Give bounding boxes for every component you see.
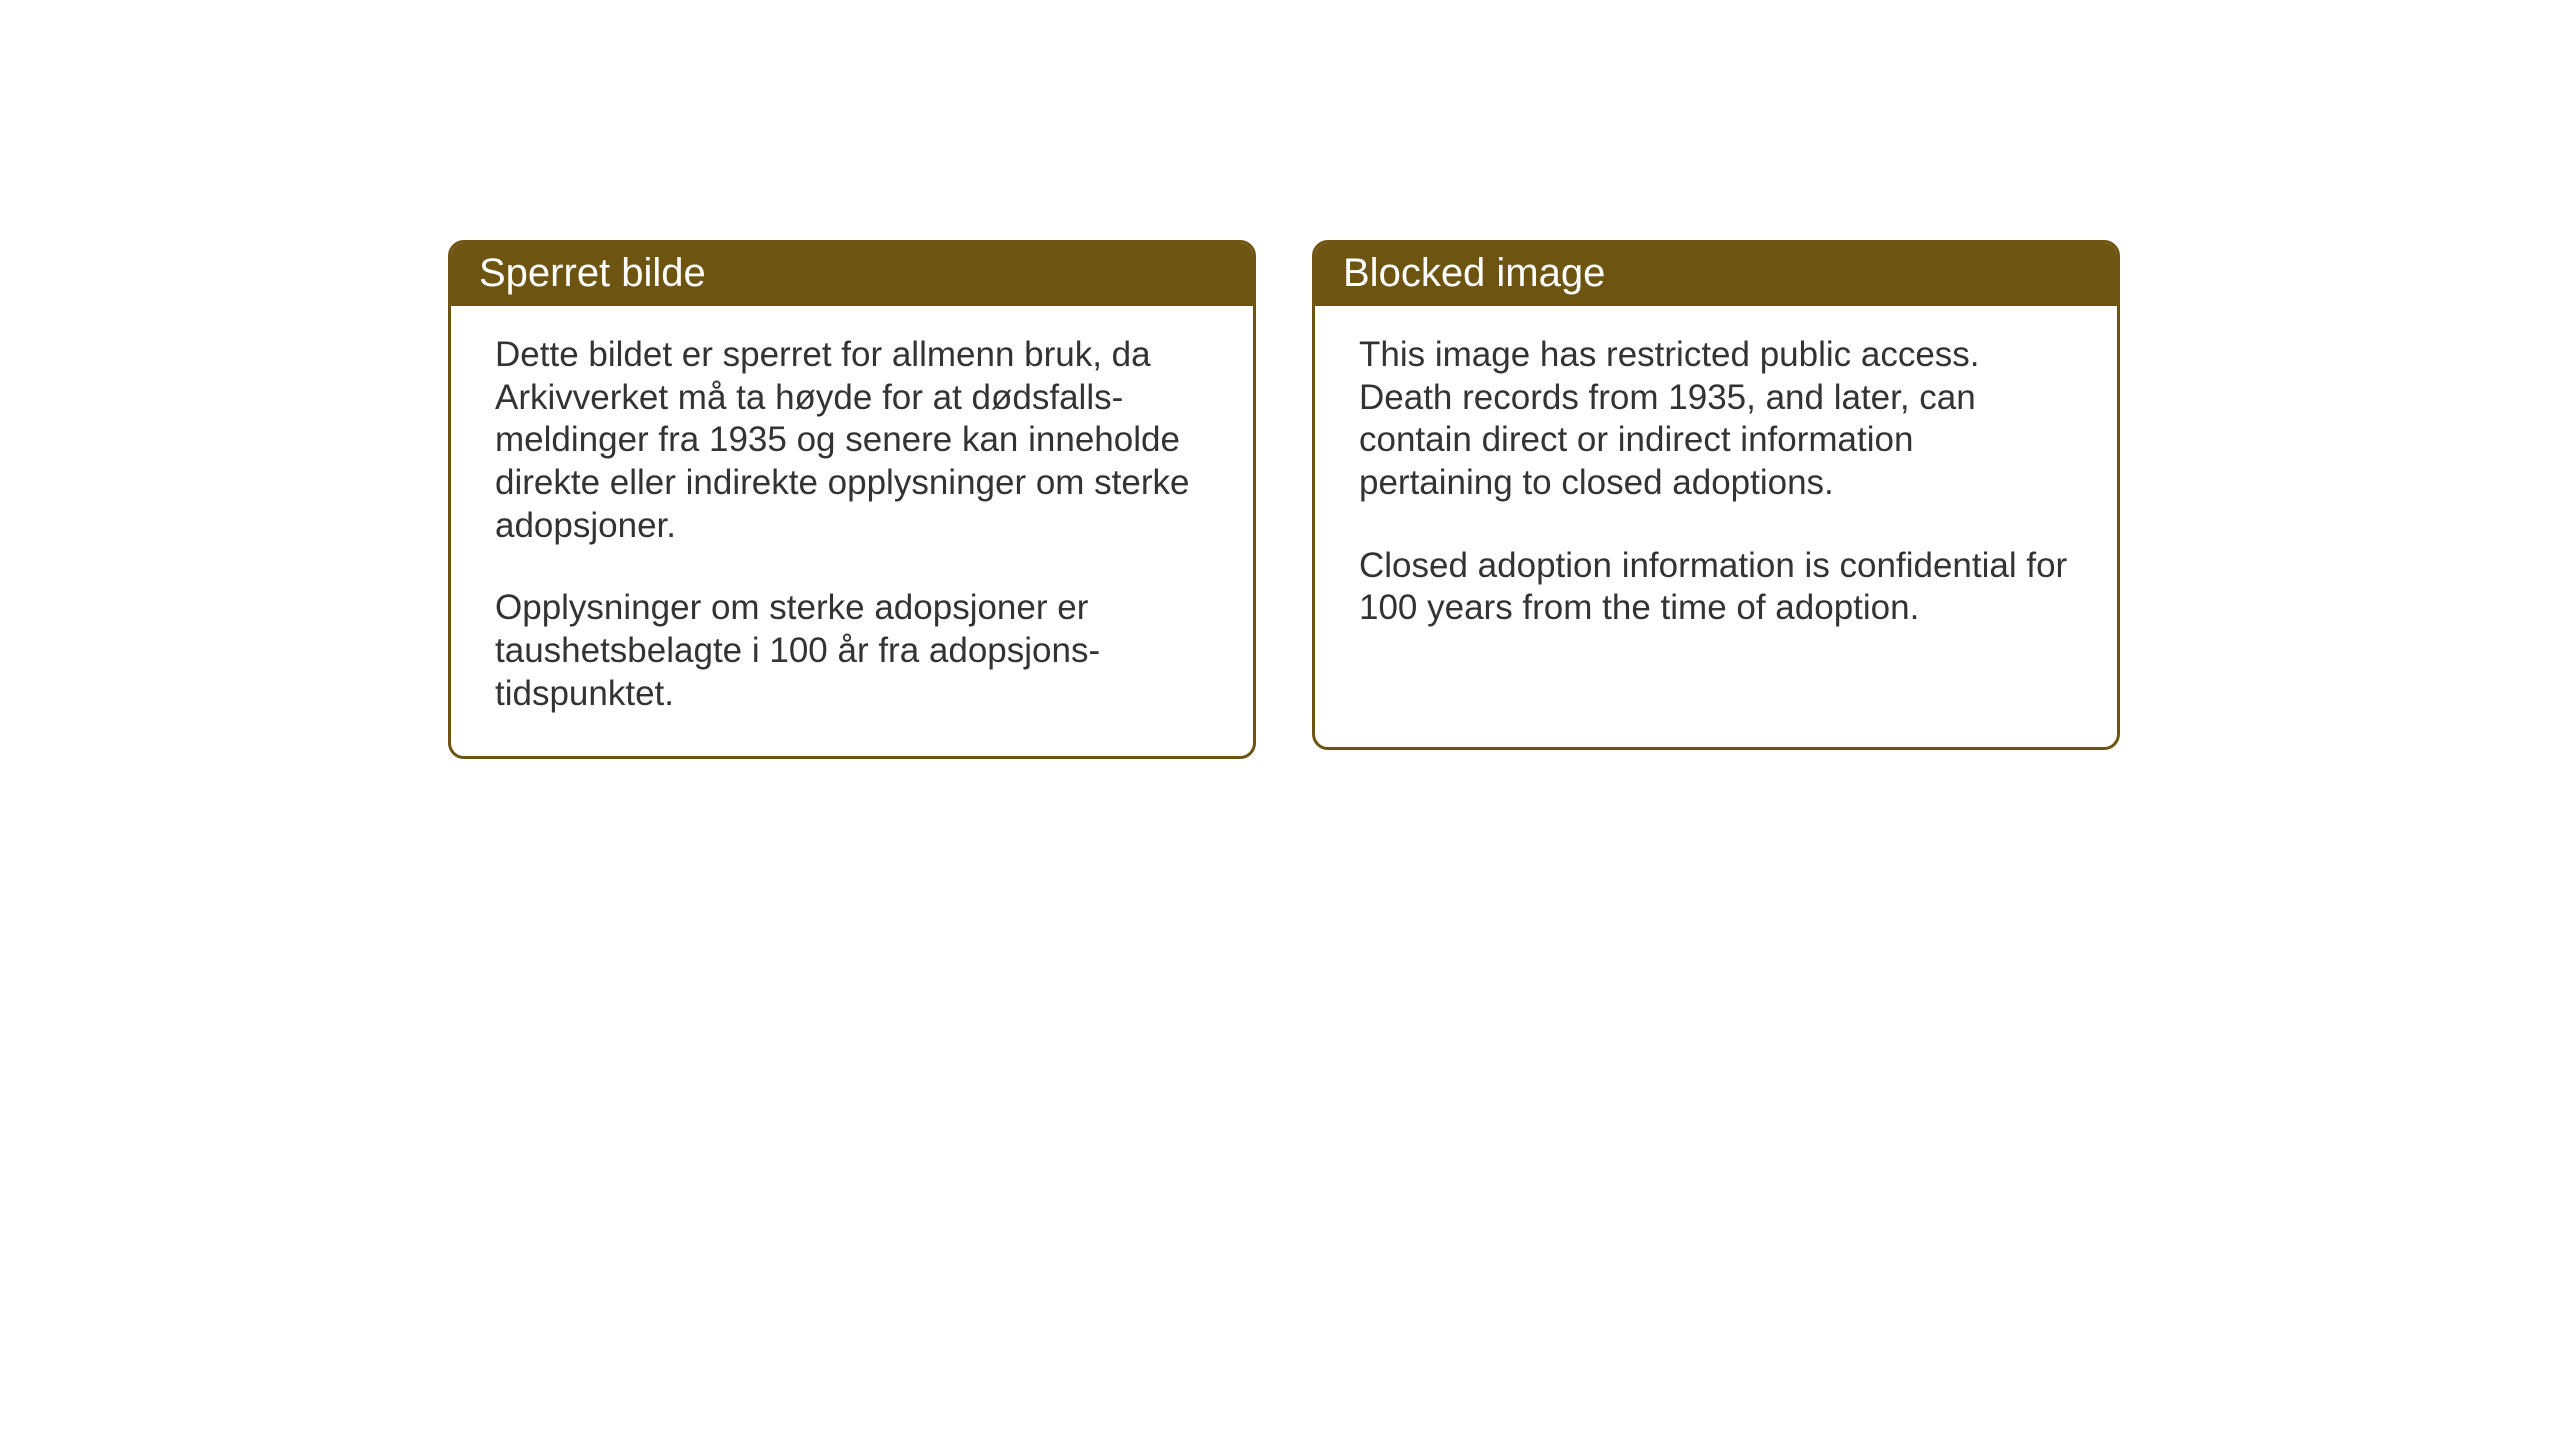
notice-para2-norwegian: Opplysninger om sterke adopsjoner er tau…: [495, 587, 1209, 715]
notice-para1-norwegian: Dette bildet er sperret for allmenn bruk…: [495, 334, 1209, 547]
notice-para1-english: This image has restricted public access.…: [1359, 334, 2073, 505]
notice-card-norwegian: Sperret bilde Dette bildet er sperret fo…: [448, 240, 1256, 759]
notice-header-english: Blocked image: [1315, 243, 2117, 306]
notice-body-english: This image has restricted public access.…: [1315, 306, 2117, 670]
notice-title-norwegian: Sperret bilde: [479, 251, 706, 295]
notice-body-norwegian: Dette bildet er sperret for allmenn bruk…: [451, 306, 1253, 756]
notice-container: Sperret bilde Dette bildet er sperret fo…: [448, 240, 2120, 759]
notice-title-english: Blocked image: [1343, 251, 1605, 295]
notice-para2-english: Closed adoption information is confident…: [1359, 545, 2073, 630]
notice-header-norwegian: Sperret bilde: [451, 243, 1253, 306]
notice-card-english: Blocked image This image has restricted …: [1312, 240, 2120, 750]
